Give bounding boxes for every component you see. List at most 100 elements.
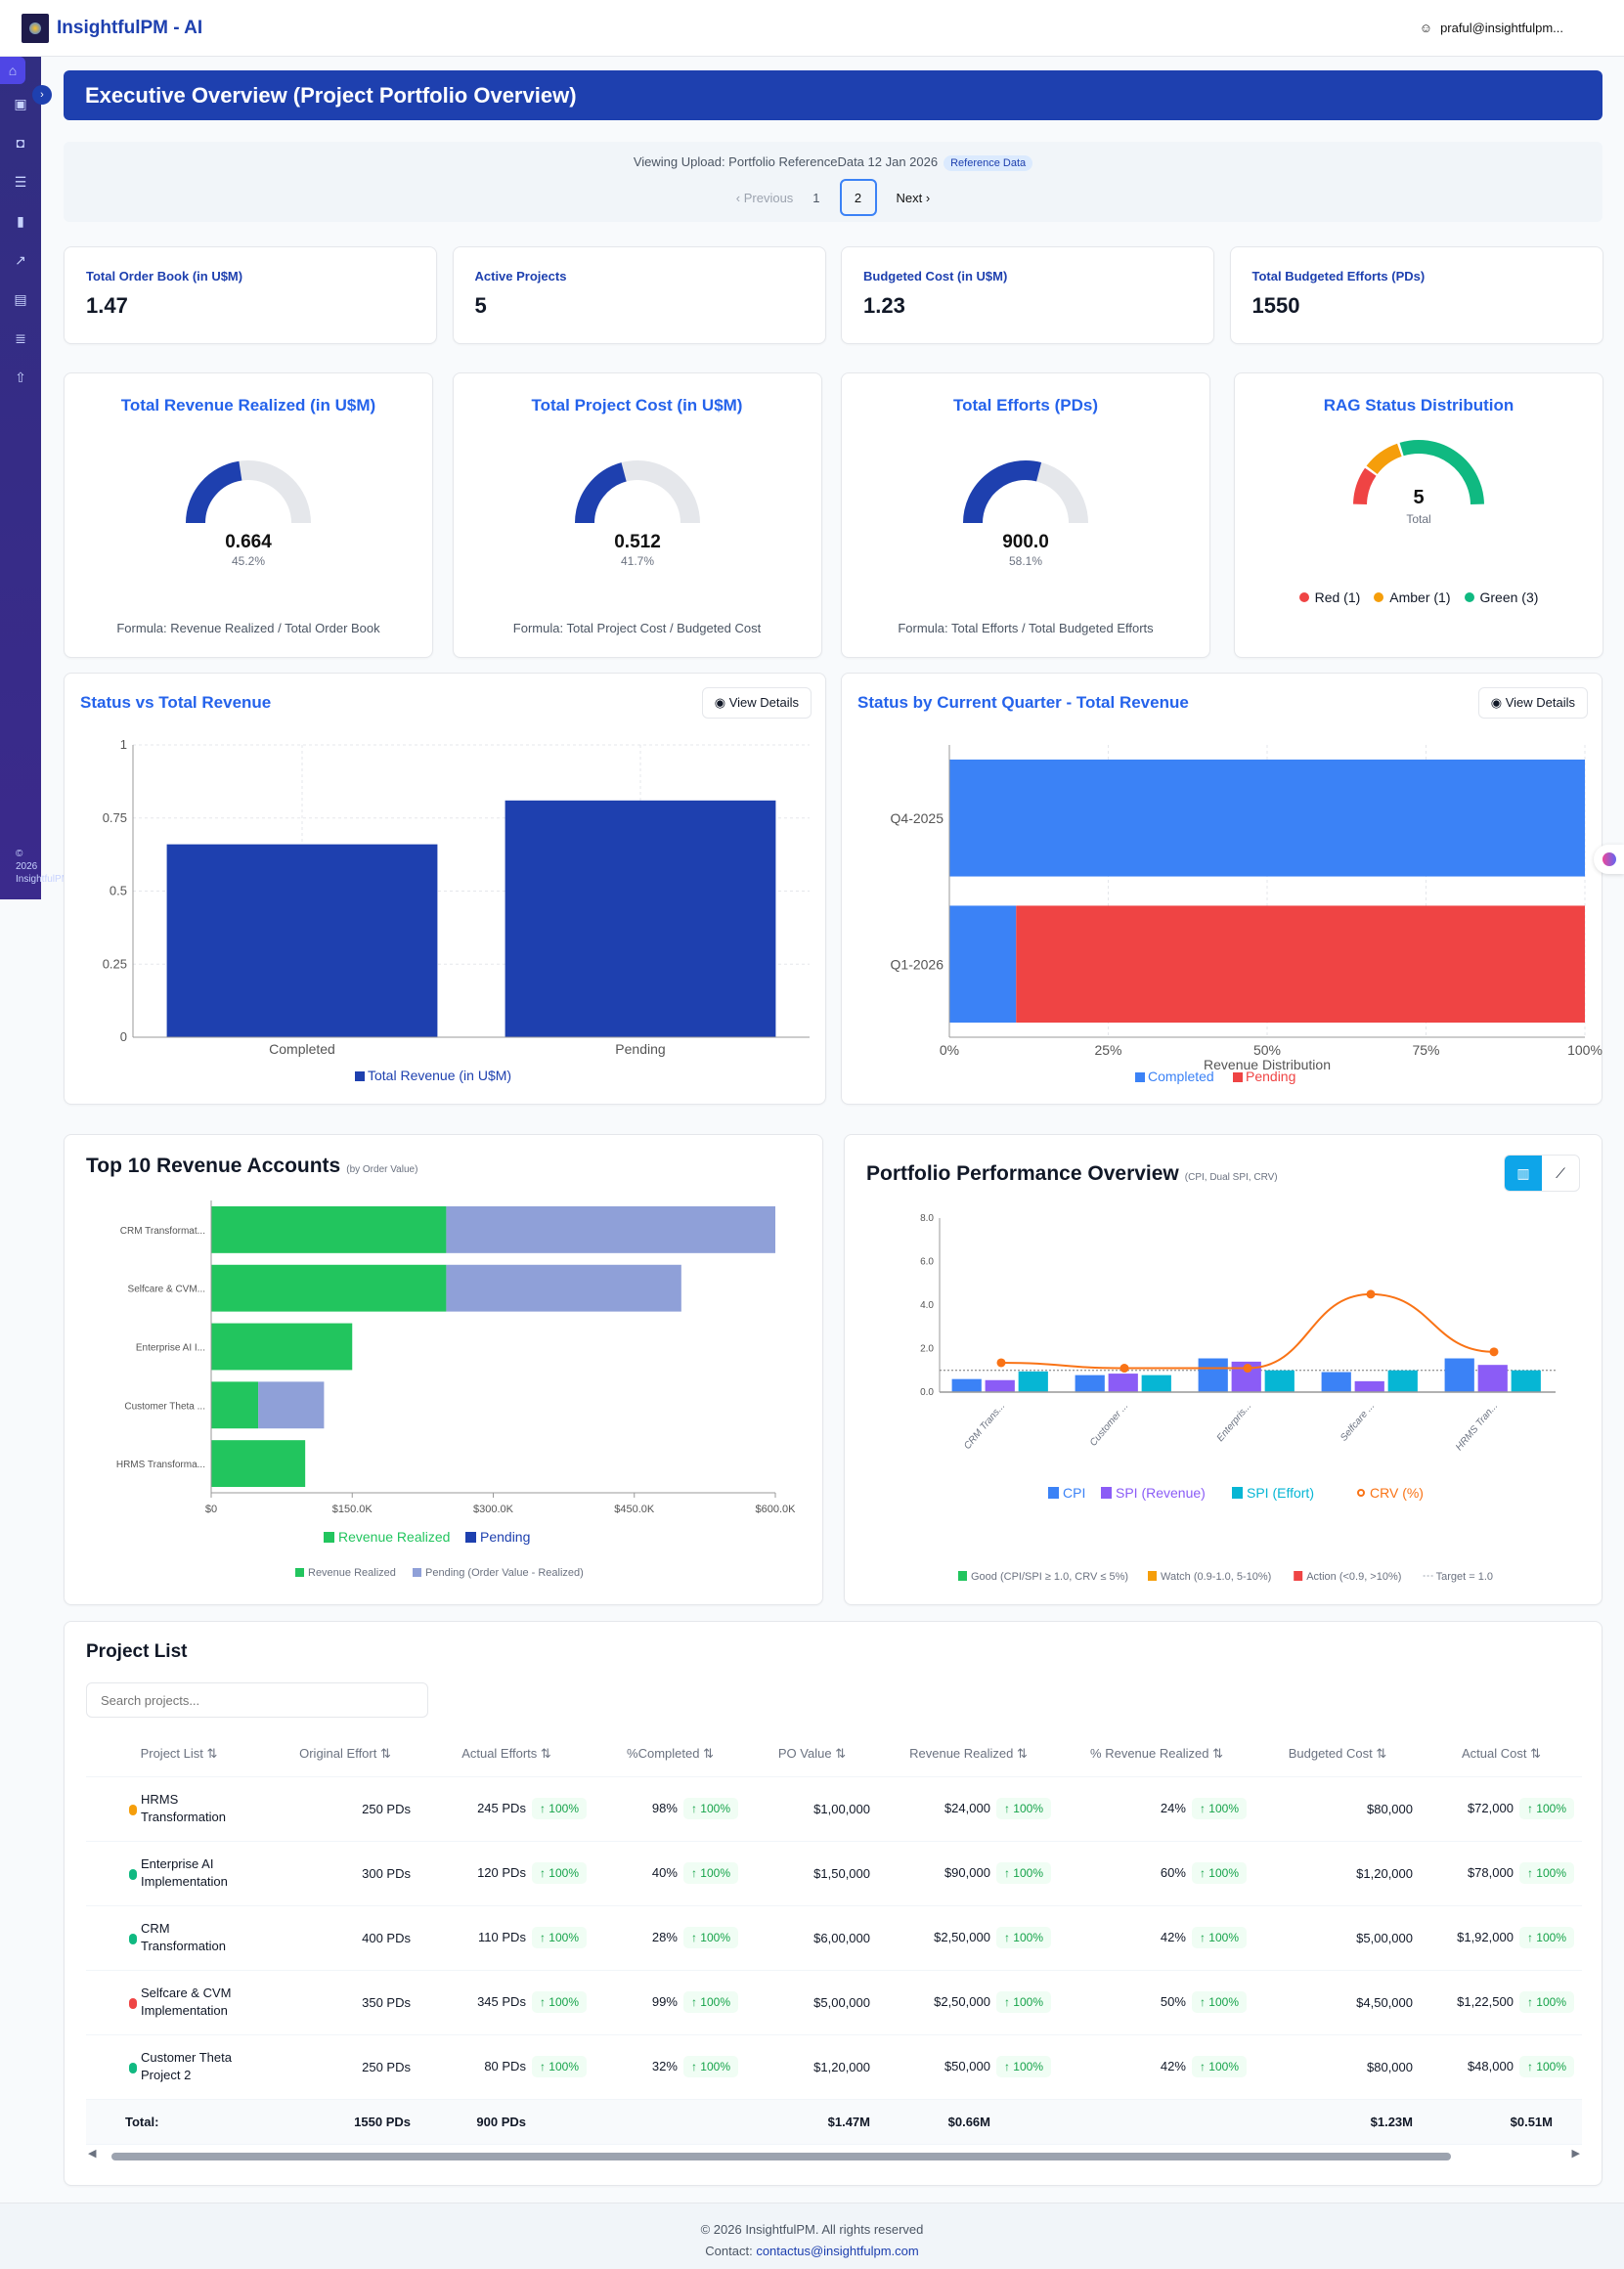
- legend-label[interactable]: SPI (Effort): [1247, 1485, 1314, 1501]
- bar-segment[interactable]: [1016, 905, 1585, 1024]
- bar-segment[interactable]: [446, 1205, 775, 1253]
- user-menu[interactable]: ☺ praful@insightfulpm...: [1420, 21, 1563, 35]
- bar[interactable]: [166, 844, 438, 1037]
- column-header[interactable]: PO Value ⇅: [746, 1731, 878, 1777]
- column-header[interactable]: Revenue Realized ⇅: [878, 1731, 1059, 1777]
- page-1-button[interactable]: 1: [812, 190, 820, 205]
- table-row[interactable]: CRM Transformation 400 PDs 110 PDs ↑ 100%…: [86, 1905, 1582, 1971]
- sort-icon[interactable]: ⇅: [1212, 1745, 1223, 1761]
- bar[interactable]: [1354, 1380, 1384, 1392]
- column-header[interactable]: % Revenue Realized ⇅: [1059, 1731, 1254, 1777]
- sort-icon[interactable]: ⇅: [703, 1745, 714, 1761]
- bar[interactable]: [985, 1379, 1015, 1392]
- sidebar-item-bot[interactable]: ◘: [0, 123, 41, 162]
- bar[interactable]: [1075, 1374, 1105, 1392]
- page-2-button[interactable]: 2: [839, 179, 877, 216]
- bar-segment[interactable]: [211, 1264, 447, 1312]
- scroll-left-icon[interactable]: ◀: [88, 2148, 97, 2160]
- column-header[interactable]: Actual Cost ⇅: [1421, 1731, 1582, 1777]
- view-details-button[interactable]: ◉ View Details: [1477, 687, 1588, 719]
- bar-segment[interactable]: [258, 1381, 325, 1429]
- table-row[interactable]: Customer Theta Project 2 250 PDs 80 PDs ↑…: [86, 2034, 1582, 2100]
- column-header[interactable]: Original Effort ⇅: [272, 1731, 418, 1777]
- sidebar-item-document[interactable]: ▤: [0, 280, 41, 319]
- rag-legend-item[interactable]: Amber (1): [1374, 589, 1451, 605]
- sidebar-item-checklist[interactable]: ☰: [0, 162, 41, 201]
- project-name[interactable]: Selfcare & CVM Implementation: [141, 1985, 232, 2018]
- column-header[interactable]: Budgeted Cost ⇅: [1254, 1731, 1421, 1777]
- rag-legend-item[interactable]: Green (3): [1464, 589, 1538, 605]
- legend-label[interactable]: Pending: [1246, 1069, 1295, 1084]
- sidebar-item-home[interactable]: ⌂: [0, 57, 25, 84]
- ai-assistant-button[interactable]: [1594, 845, 1624, 874]
- bar[interactable]: [1477, 1365, 1508, 1392]
- crv-point[interactable]: [1119, 1364, 1129, 1374]
- sidebar-item-upload[interactable]: ⇧: [0, 358, 41, 397]
- rag-legend-item[interactable]: Red (1): [1298, 589, 1360, 605]
- project-name[interactable]: CRM Transformation: [141, 1921, 226, 1953]
- legend-label[interactable]: Pending: [480, 1529, 530, 1545]
- bar[interactable]: [951, 1378, 982, 1392]
- next-button[interactable]: Next ›: [896, 190, 931, 205]
- crv-point[interactable]: [1489, 1347, 1499, 1357]
- bar[interactable]: [1198, 1358, 1228, 1392]
- view-details-button[interactable]: ◉ View Details: [701, 687, 812, 719]
- bar[interactable]: [1511, 1370, 1541, 1392]
- bar[interactable]: [1264, 1370, 1295, 1392]
- project-name[interactable]: HRMS Transformation: [141, 1792, 226, 1824]
- app-logo[interactable]: [22, 13, 49, 43]
- bar-segment[interactable]: [949, 905, 1017, 1024]
- legend-label[interactable]: Revenue Realized: [338, 1529, 450, 1545]
- project-name[interactable]: Enterprise AI Implementation: [141, 1856, 228, 1889]
- bar[interactable]: [1321, 1372, 1351, 1392]
- column-header[interactable]: Actual Efforts ⇅: [418, 1731, 594, 1777]
- table-row[interactable]: HRMS Transformation 250 PDs 245 PDs ↑ 100…: [86, 1776, 1582, 1842]
- legend-label[interactable]: SPI (Revenue): [1116, 1485, 1206, 1501]
- sidebar-item-bar-chart[interactable]: ▮: [0, 201, 41, 240]
- bar[interactable]: [1108, 1374, 1138, 1392]
- column-header[interactable]: Project List ⇅: [86, 1731, 272, 1777]
- sort-icon[interactable]: ⇅: [1530, 1745, 1541, 1761]
- bar-segment[interactable]: [446, 1264, 681, 1312]
- sort-icon[interactable]: ⇅: [540, 1745, 551, 1761]
- bar[interactable]: [1387, 1370, 1418, 1392]
- bar-segment[interactable]: [211, 1323, 353, 1371]
- table-row[interactable]: Enterprise AI Implementation 300 PDs 120…: [86, 1841, 1582, 1906]
- bar-chart-view-button[interactable]: ▥: [1505, 1156, 1542, 1191]
- bar-segment[interactable]: [211, 1205, 447, 1253]
- bar[interactable]: [1444, 1358, 1474, 1392]
- crv-point[interactable]: [996, 1358, 1006, 1368]
- sidebar-item-briefcase[interactable]: ▣: [0, 84, 41, 123]
- sort-icon[interactable]: ⇅: [1016, 1745, 1028, 1761]
- scrollbar-thumb[interactable]: [111, 2153, 1451, 2160]
- legend-label[interactable]: CPI: [1063, 1485, 1085, 1501]
- bar-segment[interactable]: [211, 1381, 259, 1429]
- legend-label[interactable]: CRV (%): [1370, 1485, 1424, 1501]
- sort-icon[interactable]: ⇅: [206, 1745, 218, 1761]
- line-chart-view-button[interactable]: ⟋: [1556, 1164, 1565, 1181]
- bar[interactable]: [505, 800, 776, 1037]
- contact-email-link[interactable]: contactus@insightfulpm.com: [756, 2244, 919, 2258]
- search-projects-input[interactable]: [86, 1682, 428, 1718]
- crv-point[interactable]: [1243, 1364, 1252, 1374]
- crv-point[interactable]: [1366, 1289, 1376, 1299]
- scroll-right-icon[interactable]: ▶: [1571, 2148, 1580, 2160]
- sidebar-item-line-chart[interactable]: ↗: [0, 240, 41, 280]
- sidebar-item-database[interactable]: ≣: [0, 319, 41, 358]
- sort-icon[interactable]: ⇅: [379, 1745, 391, 1761]
- legend-label[interactable]: Completed: [1148, 1069, 1214, 1084]
- bar-segment[interactable]: [211, 1440, 306, 1488]
- project-name[interactable]: Customer Theta Project 2: [141, 2050, 232, 2082]
- bar-segment[interactable]: [949, 759, 1585, 877]
- legend-label[interactable]: Total Revenue (in U$M): [368, 1068, 511, 1083]
- column-header[interactable]: %Completed ⇅: [594, 1731, 746, 1777]
- sidebar-toggle-button[interactable]: ›: [32, 85, 52, 105]
- x-tick-label: 75%: [1412, 1042, 1439, 1058]
- previous-button[interactable]: ‹ Previous: [735, 190, 794, 205]
- bar[interactable]: [1018, 1371, 1048, 1392]
- table-row[interactable]: Selfcare & CVM Implementation 350 PDs 34…: [86, 1970, 1582, 2035]
- sort-icon[interactable]: ⇅: [835, 1745, 847, 1761]
- horizontal-scrollbar[interactable]: ◀ ▶: [86, 2148, 1582, 2161]
- bar[interactable]: [1141, 1374, 1171, 1392]
- sort-icon[interactable]: ⇅: [1376, 1745, 1387, 1761]
